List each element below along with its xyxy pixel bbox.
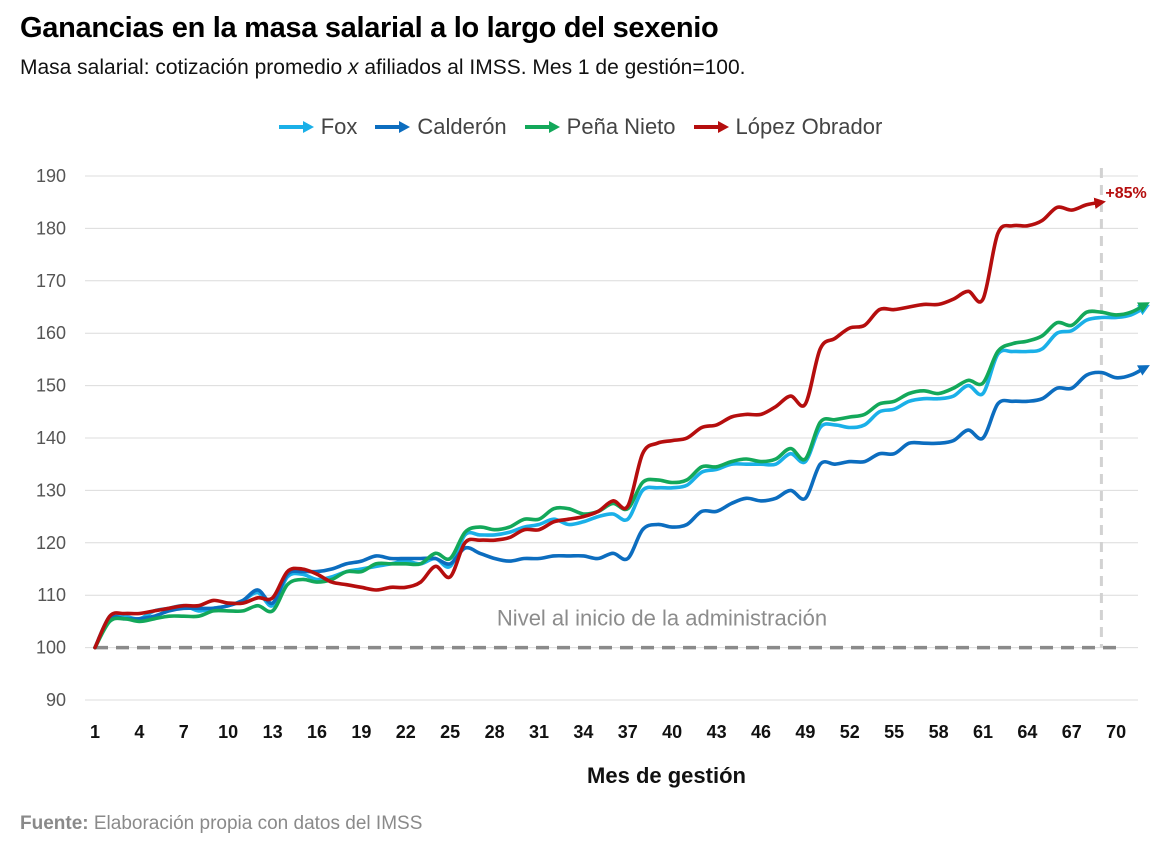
x-tick-label-25: 25 <box>440 722 460 742</box>
x-tick-label-31: 31 <box>529 722 549 742</box>
x-tick-label-28: 28 <box>485 722 505 742</box>
x-tick-label-52: 52 <box>840 722 860 742</box>
series-line-fox <box>93 304 1150 650</box>
y-tick-label-180: 180 <box>36 218 66 238</box>
x-tick-label-61: 61 <box>973 722 993 742</box>
legend: Fox Calderón Peña Nieto López Obrador <box>0 114 1159 140</box>
legend-swatch-pena-nieto <box>524 121 560 133</box>
y-tick-label-130: 130 <box>36 480 66 500</box>
x-tick-label-1: 1 <box>90 722 100 742</box>
subtitle-x: x <box>348 56 359 79</box>
x-axis-title: Mes de gestión <box>587 763 746 788</box>
series-line-lopez-obrador <box>93 197 1106 650</box>
y-tick-label-150: 150 <box>36 376 66 396</box>
chart-subtitle: Masa salarial: cotización promedio x afi… <box>20 56 745 80</box>
legend-swatch-fox <box>278 121 314 133</box>
x-tick-label-22: 22 <box>396 722 416 742</box>
legend-label-pena-nieto: Peña Nieto <box>566 114 676 139</box>
source-note: Fuente: Elaboración propia con datos del… <box>20 813 422 835</box>
y-tick-label-110: 110 <box>37 585 66 605</box>
y-tick-label-100: 100 <box>36 638 66 658</box>
legend-item-lopez-obrador: López Obrador <box>692 114 883 140</box>
source-text: Elaboración propia con datos del IMSS <box>88 813 423 834</box>
subtitle-text-2: afiliados al IMSS. Mes 1 de gestión=100. <box>358 56 746 79</box>
legend-item-fox: Fox <box>277 114 358 140</box>
series-line-calderon <box>93 365 1150 650</box>
legend-label-lopez-obrador: López Obrador <box>735 114 883 139</box>
legend-swatch-arrow <box>399 121 411 133</box>
x-tick-label-55: 55 <box>884 722 904 742</box>
legend-swatch-lopez-obrador <box>693 121 729 133</box>
x-tick-label-43: 43 <box>707 722 727 742</box>
y-tick-label-160: 160 <box>36 323 66 343</box>
x-tick-label-7: 7 <box>179 722 189 742</box>
y-tick-label-90: 90 <box>46 690 66 710</box>
series-line-pena-nieto <box>93 302 1150 650</box>
chart-title: Ganancias en la masa salarial a lo largo… <box>20 12 719 44</box>
legend-swatch-arrow <box>302 121 314 133</box>
x-tick-label-13: 13 <box>263 722 283 742</box>
x-tick-label-67: 67 <box>1062 722 1082 742</box>
reference-line-label: Nivel al inicio de la administración <box>497 606 827 631</box>
x-tick-label-40: 40 <box>662 722 682 742</box>
end-label-lopez-obrador: +85% <box>1105 185 1146 202</box>
x-tick-label-34: 34 <box>573 722 593 742</box>
source-label: Fuente: <box>20 813 89 834</box>
x-tick-label-4: 4 <box>134 722 144 742</box>
legend-swatch-arrow <box>548 121 560 133</box>
x-tick-label-37: 37 <box>618 722 638 742</box>
x-tick-label-64: 64 <box>1017 722 1037 742</box>
y-tick-label-140: 140 <box>36 428 66 448</box>
x-tick-label-70: 70 <box>1106 722 1126 742</box>
y-tick-label-120: 120 <box>36 533 66 553</box>
x-tick-label-10: 10 <box>218 722 238 742</box>
legend-item-calderon: Calderón <box>373 114 507 140</box>
legend-label-fox: Fox <box>320 114 358 139</box>
x-tick-label-49: 49 <box>795 722 815 742</box>
y-tick-label-190: 190 <box>36 166 66 186</box>
legend-swatch-arrow <box>717 121 729 133</box>
x-tick-label-16: 16 <box>307 722 327 742</box>
y-tick-label-170: 170 <box>36 271 66 291</box>
subtitle-text: Masa salarial: cotización promedio <box>20 56 343 79</box>
x-tick-label-58: 58 <box>929 722 949 742</box>
legend-item-pena-nieto: Peña Nieto <box>523 114 676 140</box>
x-tick-label-46: 46 <box>751 722 771 742</box>
x-tick-label-19: 19 <box>351 722 371 742</box>
legend-swatch-calderon <box>375 121 411 133</box>
legend-label-calderon: Calderón <box>417 114 507 139</box>
